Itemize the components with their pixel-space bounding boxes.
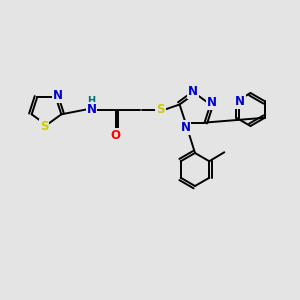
Text: O: O [110, 129, 121, 142]
Text: N: N [188, 85, 198, 98]
Text: S: S [156, 103, 165, 116]
Text: S: S [40, 120, 48, 133]
Text: H: H [87, 96, 96, 106]
Text: N: N [52, 89, 62, 102]
Text: N: N [86, 103, 97, 116]
Text: N: N [207, 97, 217, 110]
Text: N: N [181, 121, 190, 134]
Text: N: N [235, 95, 245, 108]
